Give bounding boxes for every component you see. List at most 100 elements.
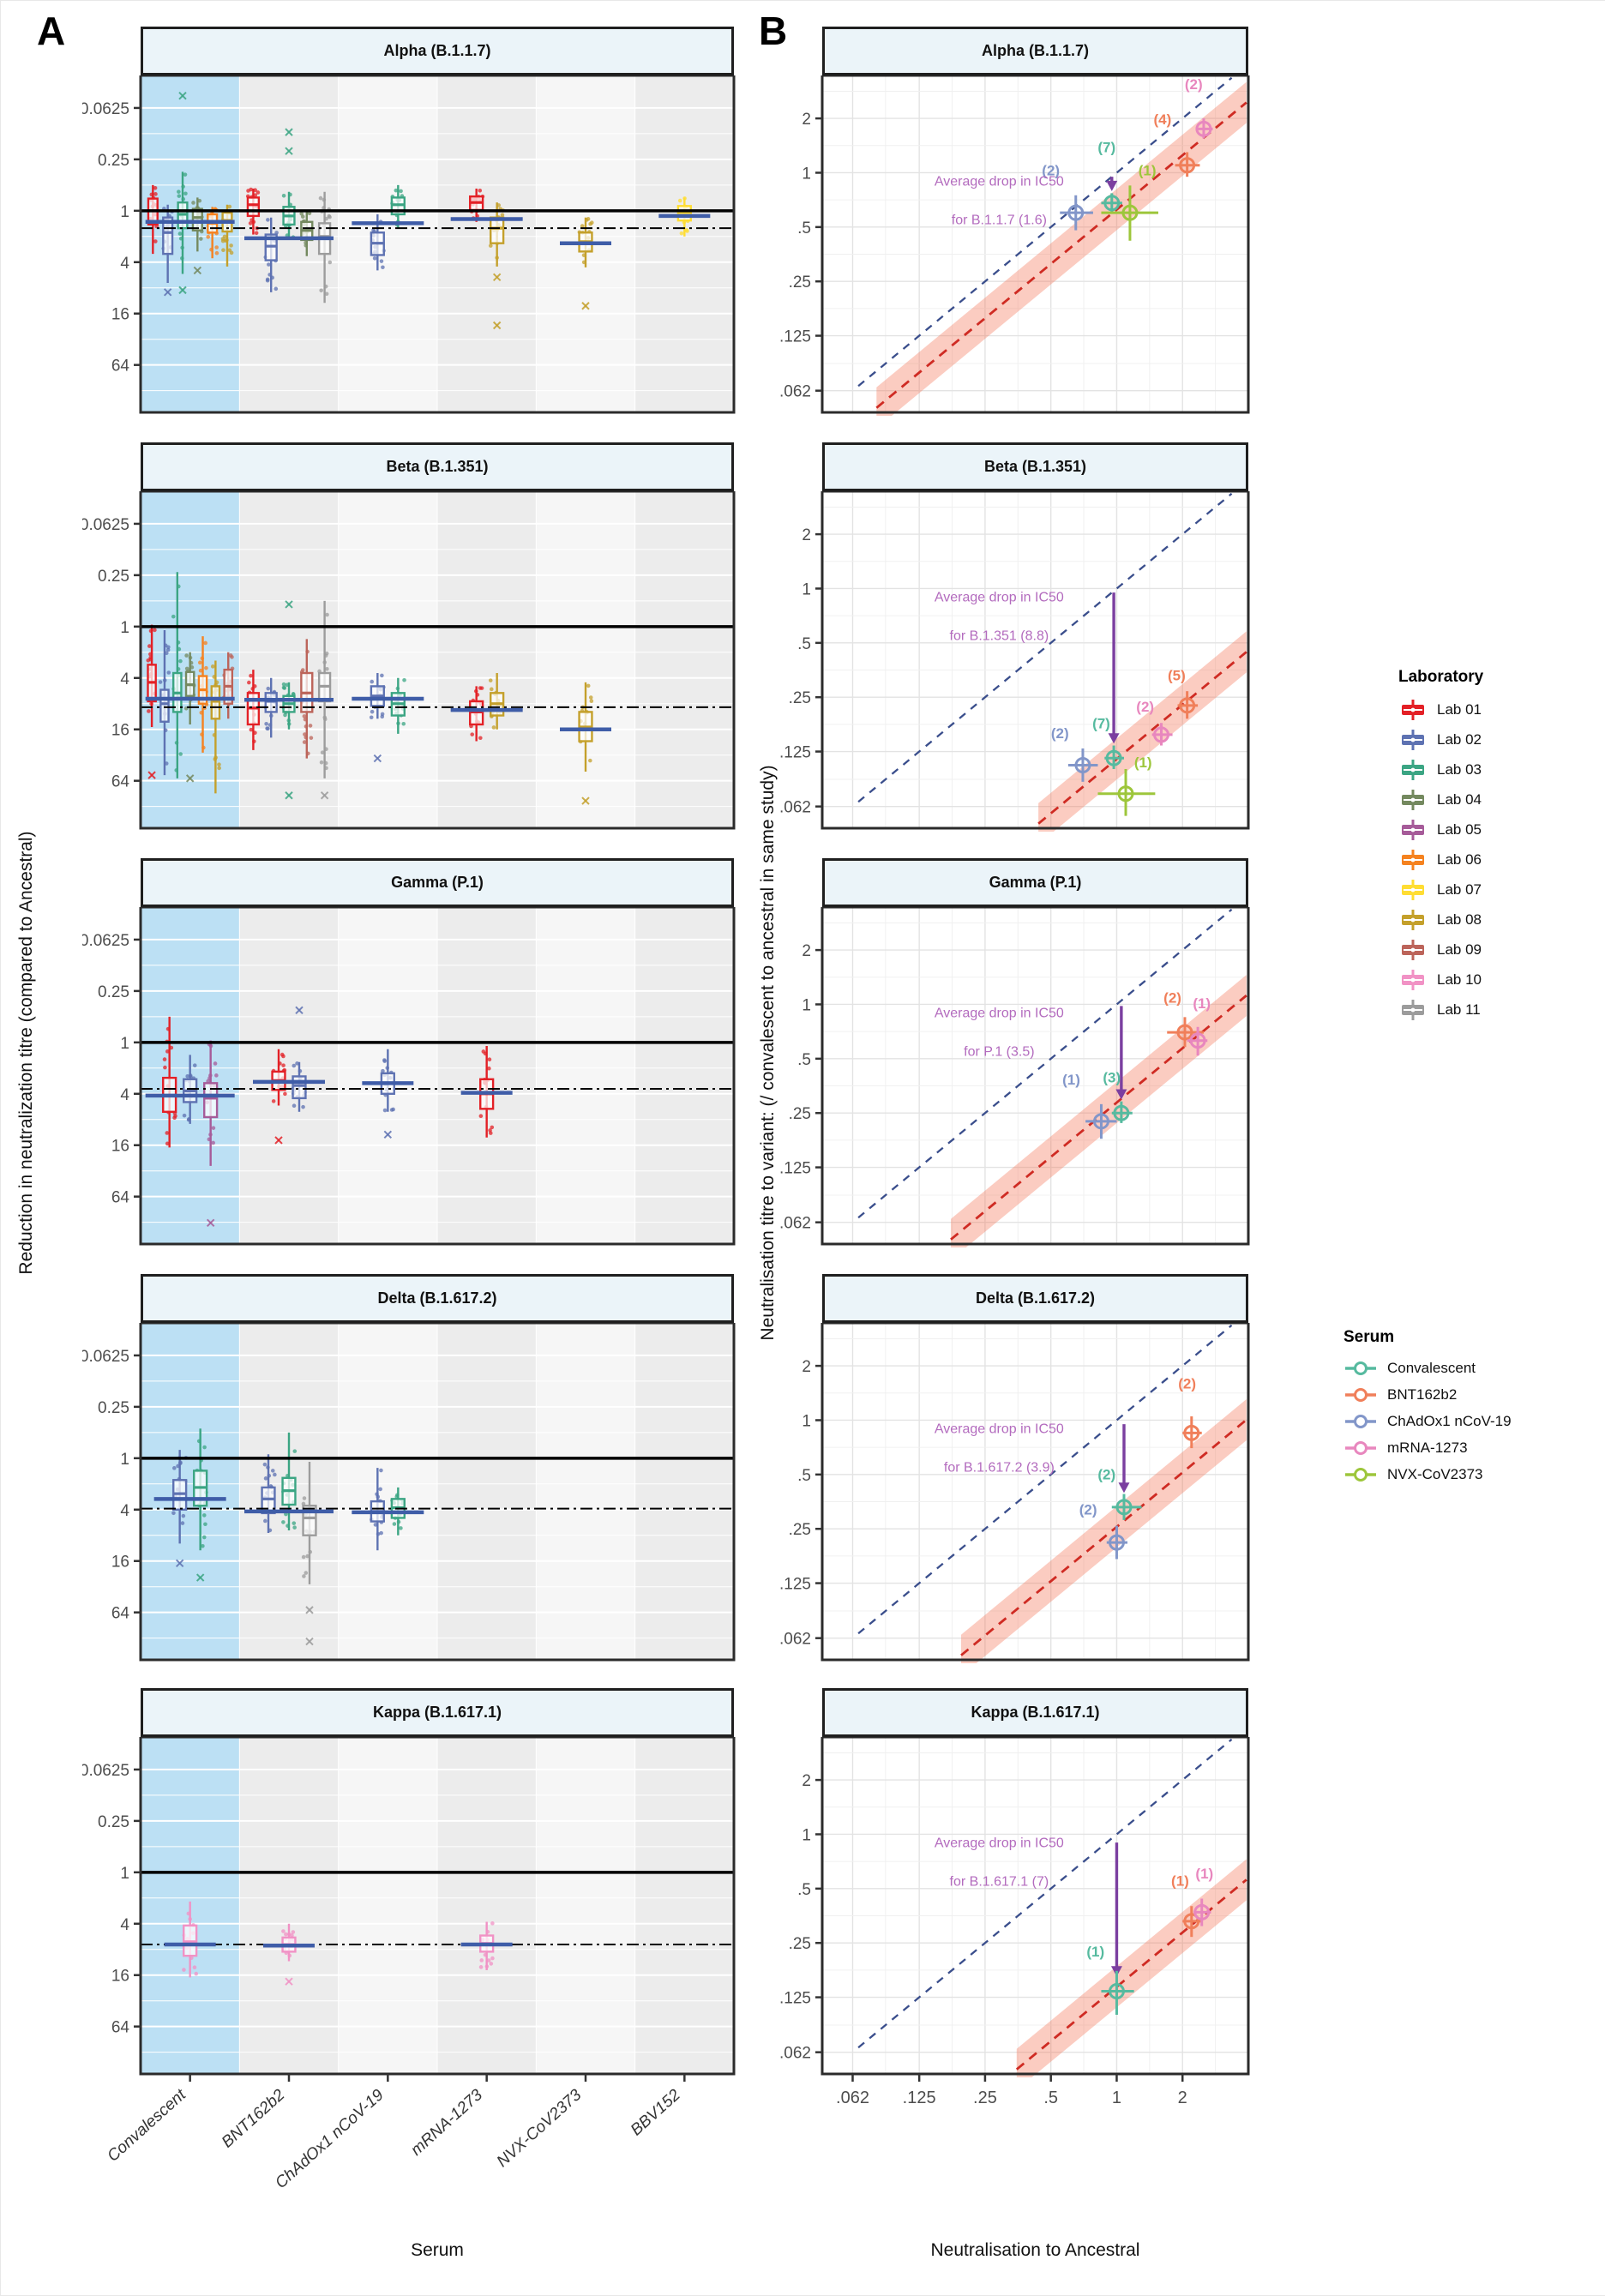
y-tick-label: .062 [779,1631,811,1649]
boxplot-key-icon [1402,700,1424,720]
facet-title: Gamma (P.1) [989,874,1082,891]
x-tick-label: ChAdOx1 nCoV-19 [272,2086,388,2192]
facet-title: Kappa (B.1.617.1) [372,1704,502,1721]
panel-b-facet-plot: (1) (3) (2) (1) Average drop in IC50 for P.1 … [779,907,1250,1247]
annotation-line-2: for B.1.1.7 (1.6) [952,213,1047,227]
y-tick-label: .5 [797,1881,811,1899]
point-count-label: (2) [1079,1502,1097,1518]
boxplot [263,217,279,292]
scatter-point: (1) [1086,1944,1134,2015]
y-tick-label: .5 [797,1467,811,1485]
panel-a-y-axis-title: Reduction in neutralization titre (compa… [16,831,36,1275]
legend-item-label: NVX-CoV2373 [1387,1466,1483,1482]
y-tick-label: 1 [802,580,811,598]
point-count-label: (1) [1134,754,1152,771]
y-tick-label: 1 [802,165,811,183]
panel-a-facet-strip: Beta (B.1.351) [141,442,734,491]
boxplot [370,213,386,271]
x-tick-label: BBV152 [628,2086,684,2140]
y-tick-label: 1 [120,1035,129,1053]
legend-item-lab-02: Lab 02 [1398,729,1596,751]
pointrange-key-icon [1345,1468,1376,1482]
panel-b-x-axis: .062 .125 .25 .5 1 2 [836,2074,1187,2107]
legend-item-lab-08: Lab 08 [1398,909,1596,931]
scatter-point: (2) [1042,162,1093,231]
legend-item-nvx-cov2373: NVX-CoV2373 [1344,1465,1601,1484]
panel-b-facet-strip: Gamma (P.1) [822,858,1248,907]
scatter-point: (7) [1097,139,1122,213]
regression-band [961,1399,1247,1663]
y-tick-label: .125 [779,744,811,762]
regression-band [951,975,1247,1247]
legend-item-lab-03: Lab 03 [1398,759,1596,781]
x-tick-label: 1 [1112,2089,1121,2107]
x-tick-label: mRNA-1273 [407,2086,486,2160]
panel-a-facet-plot: 0.0625 0.25 1 4 16 64 [82,1323,736,1662]
annotation-line-1: Average drop in IC50 [935,1421,1064,1436]
scatter-point: (2) [1136,699,1173,746]
x-tick-label: .125 [903,2089,936,2107]
scatter-point: (2) [1051,725,1098,782]
y-tick-label: 64 [111,1605,130,1623]
x-tick-label: 2 [1178,2089,1187,2107]
x-tick-label: BNT162b2 [219,2086,289,2152]
boxplot [193,1428,208,1582]
boxplot [161,204,174,297]
panel-a-facet-strip: Alpha (B.1.1.7) [141,27,734,75]
legend-item-lab-11: Lab 11 [1398,999,1596,1021]
y-tick-label: .125 [779,328,811,346]
panel-b-facet-strip: Kappa (B.1.617.1) [822,1688,1248,1737]
legend-item-lab-04: Lab 04 [1398,789,1596,811]
legend-item-mrna-1273: mRNA-1273 [1344,1439,1601,1458]
legend-item-lab-09: Lab 09 [1398,939,1596,961]
facet-title: Delta (B.1.617.2) [377,1289,497,1307]
panel-b-facet-strip: Beta (B.1.351) [822,442,1248,491]
y-tick-label: 64 [111,2019,130,2037]
y-tick-label: 0.25 [98,983,129,1001]
scatter-point: (1) [1101,162,1158,241]
x-tick-label: .062 [836,2089,869,2107]
x-tick-label: NVX-CoV2373 [494,2086,586,2171]
y-tick-label: 2 [802,526,811,544]
legend-item-chadox1-ncov-19: ChAdOx1 nCoV-19 [1344,1412,1601,1431]
regression-line [960,1418,1247,1656]
boxplot-key-icon [1402,790,1424,810]
panel-a-letter: A [37,9,66,53]
legend-serum-items: Convalescent BNT162b2 ChAdOx1 nCoV-19 mRNA-… [1344,1359,1601,1484]
y-tick-label: 16 [111,1968,129,1986]
y-tick-label: .5 [797,635,811,653]
legend-laboratory: Laboratory Lab 01 Lab 02 Lab 03 Lab 04 Lab 0… [1398,668,1596,1029]
regression-line [875,101,1247,409]
boxplot-key-icon [1402,940,1424,960]
y-tick-label: 16 [111,722,129,740]
panel-a-x-axis-title: Serum [411,2240,464,2260]
facet-title: Beta (B.1.351) [983,458,1087,475]
scatter-point: (2) [1097,1466,1142,1520]
annotation-line-2: for B.1.617.1 (7) [950,1874,1049,1889]
y-tick-label: 0.0625 [82,1348,129,1366]
boxplot [291,1006,307,1112]
x-tick-label: .5 [1043,2089,1058,2107]
boxplot [171,572,183,778]
regression-line [1037,651,1247,825]
point-count-label: (2) [1178,1375,1196,1391]
legend-item-label: Lab 05 [1437,821,1482,838]
scatter-point: (4) [1154,111,1200,177]
legend-item-label: Lab 03 [1437,761,1482,778]
point-count-label: (5) [1168,668,1186,684]
legend-item-label: ChAdOx1 nCoV-19 [1387,1413,1512,1429]
boxplot [203,1040,219,1228]
legend-item-lab-05: Lab 05 [1398,819,1596,841]
annotation-line-2: for P.1 (3.5) [964,1044,1034,1059]
scatter-point: (3) [1103,1069,1133,1123]
scatter-point: (2) [1163,990,1204,1048]
boxplot [261,1454,277,1533]
boxplot [146,624,157,779]
y-tick-label: 4 [120,1502,129,1520]
scatter-point: (1) [1187,995,1211,1056]
boxplot-key-icon [1402,1000,1424,1020]
y-tick-label: 64 [111,358,130,376]
